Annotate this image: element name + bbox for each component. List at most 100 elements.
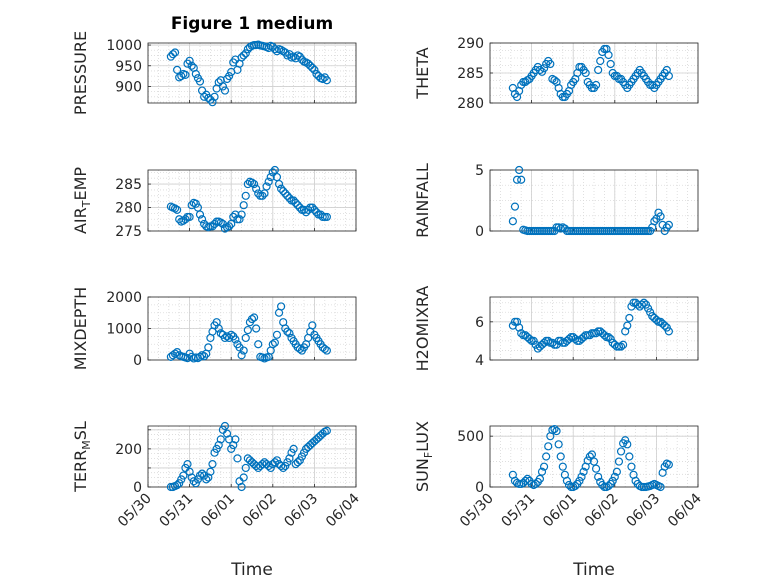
subplot-theta: 280 285 290 THETA [413,36,699,112]
axes-box [147,425,357,488]
data-point [291,198,300,207]
data-point [173,65,182,74]
data-point [220,86,230,95]
data-point [249,179,259,189]
data-point [531,479,540,489]
data-point [606,59,615,69]
data-point [200,352,209,361]
data-point [508,217,517,226]
figure-title: Figure 1 medium [171,14,333,34]
data-point [562,476,572,485]
data-point [306,61,315,70]
data-point [252,324,261,333]
data-point [285,329,294,338]
data-point [625,313,634,323]
data-point [295,203,304,212]
data-point [589,457,599,466]
data-point [515,323,524,332]
subplot-terr-msl: 0 200 05/30 05/31 06/01 06/02 06/03 06/04 TERRMS… [71,421,363,530]
y-axis-label: H2OMIXRA [413,286,432,372]
data-point [521,476,530,485]
data-point [229,440,238,450]
data-point [204,343,213,352]
y-axis-label: TERRMSL [71,421,93,493]
data-point [237,351,246,360]
data-point [225,72,234,81]
y-tick-label: 275 [115,224,142,240]
data-point [517,175,526,184]
data-point [277,45,286,55]
y-tick-label: 2000 [106,290,142,306]
y-tick-label: 950 [115,59,142,75]
data-point [189,477,198,486]
data-point [650,217,659,226]
data-point [239,201,248,210]
data-point [621,327,630,336]
y-tick-label: 1000 [106,322,142,338]
data-point [195,210,205,219]
data-point [627,462,636,471]
data-point [525,334,534,344]
x-tick-label: 05/31 [157,491,197,531]
data-point [270,165,279,175]
data-point [185,467,194,476]
data-point [558,462,567,471]
y-axis-label: MIXDEPTH [71,287,90,370]
data-point [270,458,279,467]
data-point [168,50,178,59]
y-tick-label: 5 [475,163,484,179]
y-tick-label: 6 [475,315,484,331]
data-point [191,69,200,79]
data-point [195,471,205,480]
data-point [277,184,286,193]
data-point [277,302,286,311]
data-point [544,442,553,451]
data-point [535,65,545,75]
y-tick-label: 280 [457,96,484,112]
data-point [608,476,617,485]
data-point [564,334,574,344]
data-point [185,212,194,222]
data-point [243,179,252,189]
data-point [222,332,232,341]
axes-box [147,42,357,104]
y-tick-label: 4 [475,353,484,369]
data-point [616,447,626,456]
data-point [235,215,244,224]
subplot-air-temp: 275 280 285 AIRTEMP [71,165,357,240]
data-point [187,61,196,70]
data-point [181,215,190,224]
axes-box [489,425,699,488]
data-point [227,330,236,339]
data-point [241,49,250,58]
data-point [233,454,242,463]
subplot-pressure: 900 950 1000 PRESSURE [71,31,357,115]
data-point [308,321,317,330]
data-point [535,474,545,483]
x-tick-label: 06/01 [198,491,238,531]
data-point [214,324,223,333]
data-point [575,476,584,485]
data-point [272,330,282,339]
data-point [594,472,603,481]
data-point [612,467,621,476]
x-tick-label: 05/31 [499,491,539,531]
data-point [181,70,190,79]
data-point [262,182,271,191]
data-point [170,48,180,57]
data-point [596,56,605,66]
data-point [304,59,313,68]
data-point [591,464,601,473]
data-point [197,215,207,224]
data-point [279,187,288,196]
data-point [237,482,246,492]
data-point [310,205,319,214]
y-axis-label: THETA [413,47,432,99]
data-point [512,317,522,326]
data-point [604,332,613,342]
data-point [237,210,246,219]
data-point [170,204,180,213]
y-tick-label: 0 [133,480,142,496]
